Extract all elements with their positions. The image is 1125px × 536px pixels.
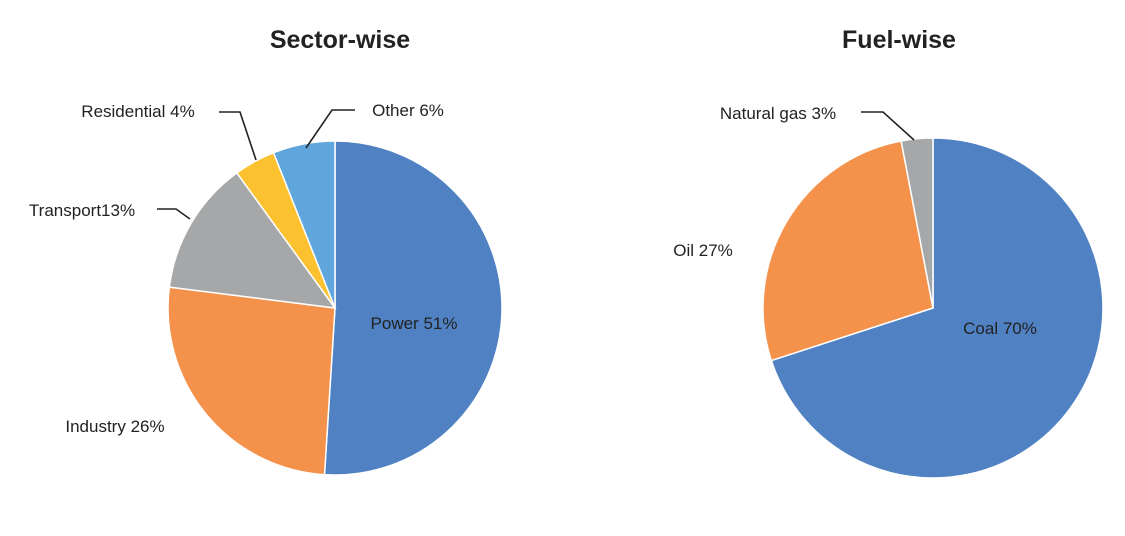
slice-label-natural-gas: Natural gas 3% [720,104,836,123]
leader-line-other [305,109,355,149]
slice-label-transport: Transport13% [29,201,135,220]
pie-slice-coal [770,137,1104,479]
pie-slice-industry [167,286,336,476]
pie-slice-power [323,140,503,476]
slice-label-power: Power 51% [371,314,458,333]
leader-line-residential [219,111,257,161]
slice-label-industry: Industry 26% [65,417,164,436]
slice-label-other: Other 6% [372,101,444,120]
pie-slice-natural-gas [900,137,934,309]
chart-title: Fuel-wise [842,26,956,54]
slice-label-residential: Residential 4% [81,102,194,121]
slice-label-oil: Oil 27% [673,241,733,260]
pie-slice-transport [168,171,337,309]
slice-label-coal: Coal 70% [963,319,1037,338]
leader-line-transport [157,208,191,220]
leader-line-natural-gas [861,111,915,141]
pie-slice-other [272,140,336,309]
fuel-wise-pie-chart: Fuel-wise Coal 70% Oil 27% Natural gas 3… [673,26,1104,479]
pie-slice-oil [762,140,934,362]
sector-wise-pie-chart: Sector-wise Power 51% Industry 26% Trans… [29,26,503,476]
chart-title: Sector-wise [270,26,410,54]
